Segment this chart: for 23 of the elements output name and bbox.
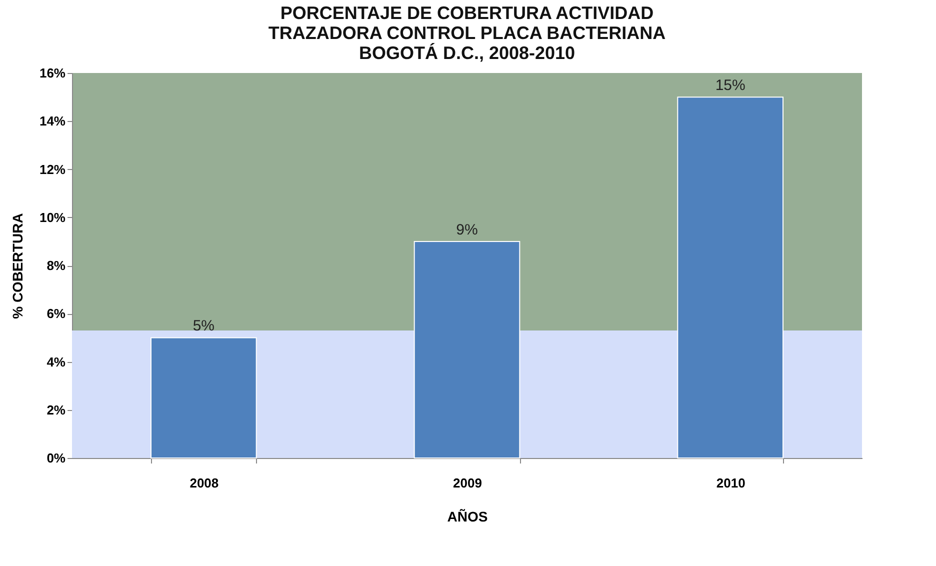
y-tick-label: 0% (46, 450, 66, 466)
y-tick-label: 14% (39, 114, 66, 129)
y-tick-label: 16% (39, 66, 66, 80)
y-tick-label: 6% (46, 306, 66, 322)
text: PORCENTAJE DE COBERTURA ACTIVIDAD (280, 3, 654, 23)
bar (414, 240, 520, 458)
text: 15% (715, 77, 746, 94)
x-axis-title: AÑOS (447, 508, 488, 524)
text: 9% (456, 221, 478, 238)
x-tick-label: 2010 (716, 476, 746, 490)
text: 5% (192, 318, 215, 335)
text: TRAZADORA CONTROL PLACA BACTERIANA (268, 23, 666, 43)
x-tick-label: 2008 (190, 476, 219, 490)
y-tick-label: 8% (46, 258, 66, 273)
y-tick-label: 4% (46, 354, 66, 370)
y-tick-label: 10% (39, 210, 66, 225)
x-tick-label: 2009 (453, 476, 482, 490)
y-tick-label: 2% (46, 402, 66, 418)
y-axis-title: % COBERTURA (9, 213, 26, 319)
bar (150, 337, 257, 458)
text: BOGOTÁ D.C., 2008-2010 (358, 43, 576, 63)
bar (677, 96, 784, 458)
y-tick-label: 12% (39, 162, 66, 177)
